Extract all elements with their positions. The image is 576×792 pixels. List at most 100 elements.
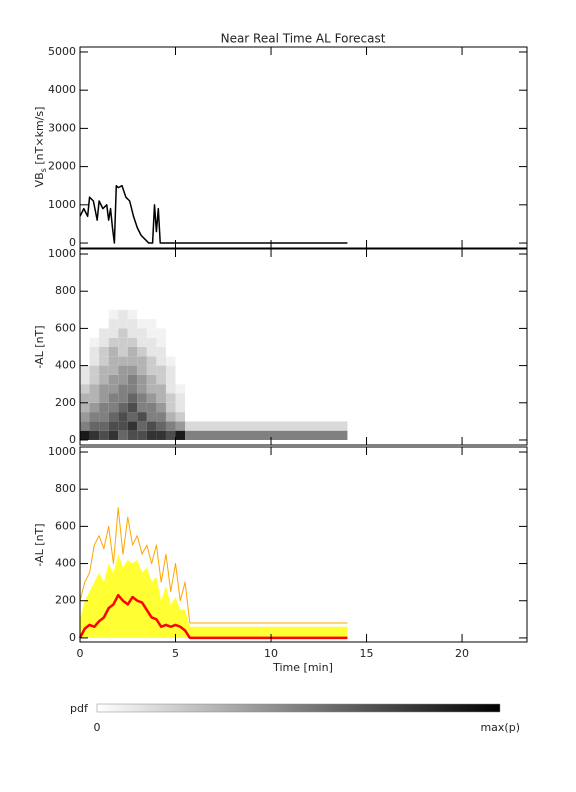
pdf-cell (156, 337, 166, 347)
pdf-cell (80, 365, 90, 375)
pdf-cell (89, 430, 100, 440)
pdf-cell (127, 328, 138, 338)
pdf-cell (127, 309, 138, 320)
pdf-cell (165, 309, 176, 320)
pdf-cell (99, 337, 109, 347)
pdf-cell (165, 319, 176, 329)
pdf-cell (99, 319, 109, 329)
x-tick-label: 15 (360, 647, 374, 660)
y-tick-label: 1000 (48, 247, 76, 260)
pdf-cell (89, 421, 100, 431)
y-tick-label: 0 (69, 236, 76, 249)
pdf-cell (185, 374, 348, 385)
pdf-cell (156, 328, 166, 338)
pdf-cell (146, 402, 157, 413)
pdf-cell (137, 309, 147, 320)
pdf-cell (108, 384, 119, 394)
pdf-cell (99, 309, 109, 320)
y-axis-label: -AL [nT] (33, 325, 46, 368)
pdf-cell (175, 393, 186, 403)
pdf-cell (137, 347, 147, 357)
pdf-cell (146, 384, 157, 394)
pdf-cell (108, 421, 119, 431)
pdf-cell (137, 384, 147, 394)
pdf-cell (89, 384, 100, 394)
pdf-cell (175, 365, 186, 375)
pdf-cell (185, 309, 348, 320)
x-tick-label: 5 (172, 647, 179, 660)
pdf-cell (185, 337, 348, 347)
pdf-cell (89, 319, 100, 329)
pdf-cell (108, 328, 119, 338)
pdf-cell (146, 337, 157, 347)
pdf-cell (156, 356, 166, 366)
pdf-cell (80, 374, 90, 385)
pdf-cell (118, 319, 128, 329)
pdf-cell (156, 430, 166, 440)
pdf-cell (108, 337, 119, 347)
y-tick-label: 400 (55, 557, 76, 570)
pdf-cell (127, 421, 138, 431)
pdf-cell (108, 430, 119, 440)
upper-envelope (79, 507, 348, 624)
pdf-cell (185, 412, 348, 422)
pdf-cell (118, 384, 128, 394)
pdf-cell (137, 319, 147, 329)
colorbar-max: max(p) (480, 721, 520, 734)
y-tick-label: 200 (55, 594, 76, 607)
pdf-cell (175, 384, 186, 394)
pdf-cell (165, 421, 176, 431)
pdf-cell (99, 328, 109, 338)
y-tick-label: 0 (69, 631, 76, 644)
pdf-cell (108, 356, 119, 366)
pdf-cell (146, 328, 157, 338)
x-axis-label: Time [min] (272, 661, 333, 674)
pdf-cell (165, 328, 176, 338)
x-tick-label: 10 (264, 647, 278, 660)
x-tick-label: 0 (77, 647, 84, 660)
pdf-cell (108, 347, 119, 357)
pdf-cell (127, 365, 138, 375)
y-label-unit: [nT×km/s] (33, 107, 46, 169)
pdf-cell (108, 365, 119, 375)
pdf-cell (89, 402, 100, 413)
pdf-cell (185, 393, 348, 403)
pdf-cell (165, 430, 176, 440)
pdf-cell (185, 356, 348, 366)
colorbar-label: pdf (70, 702, 89, 715)
pdf-cell (99, 365, 109, 375)
pdf-cell (80, 384, 90, 394)
y-tick-label: 800 (55, 482, 76, 495)
y-tick-label: 200 (55, 396, 76, 409)
pdf-cell (127, 356, 138, 366)
pdf-cell (89, 374, 100, 385)
pdf-cell (80, 309, 90, 320)
pdf-cell (146, 319, 157, 329)
pdf-cell (89, 309, 100, 320)
y-tick-label: 2000 (48, 160, 76, 173)
pdf-cell (175, 347, 186, 357)
pdf-cell (185, 319, 348, 329)
y-tick-label: 600 (55, 519, 76, 532)
y-tick-label: 1000 (48, 445, 76, 458)
pdf-cell (127, 319, 138, 329)
pdf-cell (80, 328, 90, 338)
pdf-cell (118, 356, 128, 366)
pdf-cell (108, 319, 119, 329)
pdf-cell (137, 374, 147, 385)
pdf-cell (175, 319, 186, 329)
y-tick-label: 4000 (48, 83, 76, 96)
y-tick-label: 5000 (48, 45, 76, 58)
pdf-cell (175, 402, 186, 413)
pdf-cell (146, 356, 157, 366)
pdf-cell (146, 374, 157, 385)
pdf-cell (165, 365, 176, 375)
pdf-cell (137, 328, 147, 338)
pdf-cell (146, 430, 157, 440)
pdf-cell (156, 365, 166, 375)
pdf-cell (99, 430, 109, 440)
pdf-cell (118, 365, 128, 375)
pdf-cell (118, 347, 128, 357)
pdf-cell (156, 421, 166, 431)
pdf-cell (99, 412, 109, 422)
